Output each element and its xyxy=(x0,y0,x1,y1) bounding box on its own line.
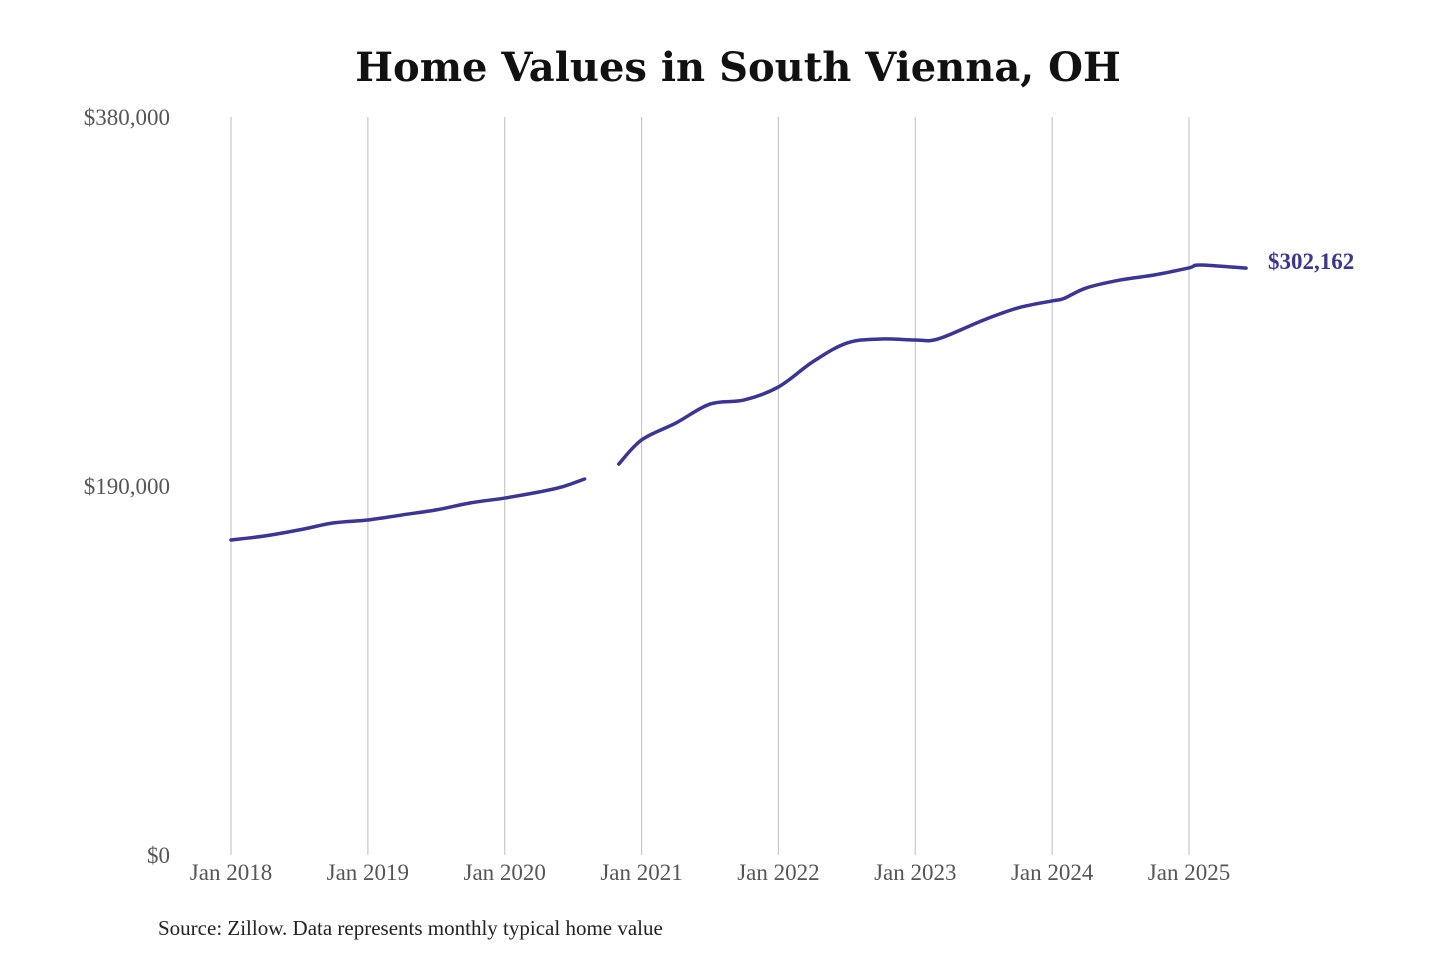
x-tick-label: Jan 2020 xyxy=(464,860,546,885)
y-tick-label: $190,000 xyxy=(84,474,170,499)
x-tick-label: Jan 2021 xyxy=(600,860,682,885)
chart-title: Home Values in South Vienna, OH xyxy=(355,44,1121,91)
x-tick-label: Jan 2025 xyxy=(1148,860,1230,885)
x-tick-label: Jan 2023 xyxy=(874,860,956,885)
x-tick-label: Jan 2024 xyxy=(1011,860,1094,885)
y-tick-label: $380,000 xyxy=(84,105,170,130)
x-tick-label: Jan 2022 xyxy=(737,860,819,885)
x-tick-label: Jan 2018 xyxy=(190,860,272,885)
end-value-label: $302,162 xyxy=(1268,249,1354,274)
series-line xyxy=(617,263,1248,466)
series-line xyxy=(229,477,587,542)
source-note: Source: Zillow. Data represents monthly … xyxy=(158,916,663,940)
x-tick-label: Jan 2019 xyxy=(327,860,409,885)
y-tick-label: $0 xyxy=(147,843,170,868)
